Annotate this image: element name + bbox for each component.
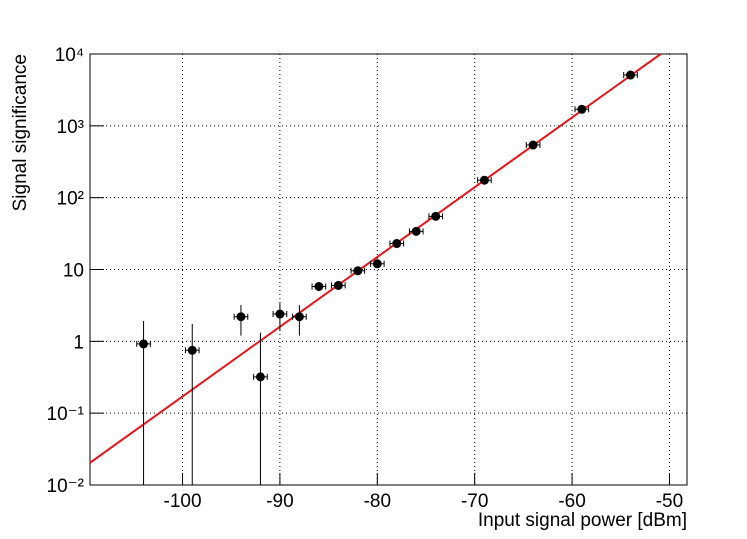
y-tick-label: 10: [63, 261, 84, 282]
y-tick-label: 10⁴: [55, 45, 84, 66]
data-point: [139, 339, 149, 349]
y-axis-label: Signal significance: [10, 54, 31, 211]
fit-line: [90, 54, 662, 464]
data-point: [479, 175, 489, 185]
data-point: [577, 104, 587, 114]
data-point: [255, 372, 265, 382]
y-tick-label: 1: [73, 332, 84, 353]
data-point: [314, 281, 324, 291]
y-tick-label: 10⁻¹: [47, 404, 85, 425]
data-point: [353, 266, 363, 276]
x-tick-label: -70: [461, 491, 488, 512]
y-tick-label: 10²: [57, 189, 84, 210]
data-point: [372, 259, 382, 269]
data-point: [236, 312, 246, 322]
data-point: [626, 70, 636, 80]
y-tick-label: 10⁻²: [47, 476, 85, 497]
x-tick-label: -100: [164, 491, 202, 512]
data-point: [294, 312, 304, 322]
plot-frame: [89, 53, 688, 486]
data-point: [333, 280, 343, 290]
data-point: [411, 226, 421, 236]
data-point: [392, 239, 402, 249]
data-point: [275, 309, 285, 319]
x-tick-label: -60: [558, 491, 585, 512]
x-tick-label: -80: [364, 491, 391, 512]
x-tick-label: -90: [266, 491, 293, 512]
x-tick-label: -50: [656, 491, 683, 512]
plot-area: [90, 54, 662, 485]
x-axis-label: Input signal power [dBm]: [478, 510, 687, 531]
data-point: [187, 345, 197, 355]
y-tick-label: 10³: [57, 117, 84, 138]
data-point: [431, 211, 441, 221]
data-point: [528, 140, 538, 150]
